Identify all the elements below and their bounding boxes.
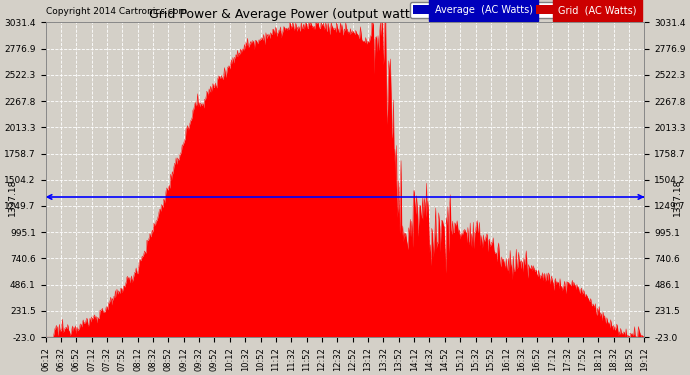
Title: Grid Power & Average Power (output watts)  Thu Aug 28 19:19: Grid Power & Average Power (output watts… [149, 8, 541, 21]
Text: 1337.18: 1337.18 [8, 178, 17, 216]
Text: 1337.18: 1337.18 [673, 178, 682, 216]
Legend: Average  (AC Watts), Grid  (AC Watts): Average (AC Watts), Grid (AC Watts) [410, 2, 640, 18]
Text: Copyright 2014 Cartronics.com: Copyright 2014 Cartronics.com [46, 7, 186, 16]
